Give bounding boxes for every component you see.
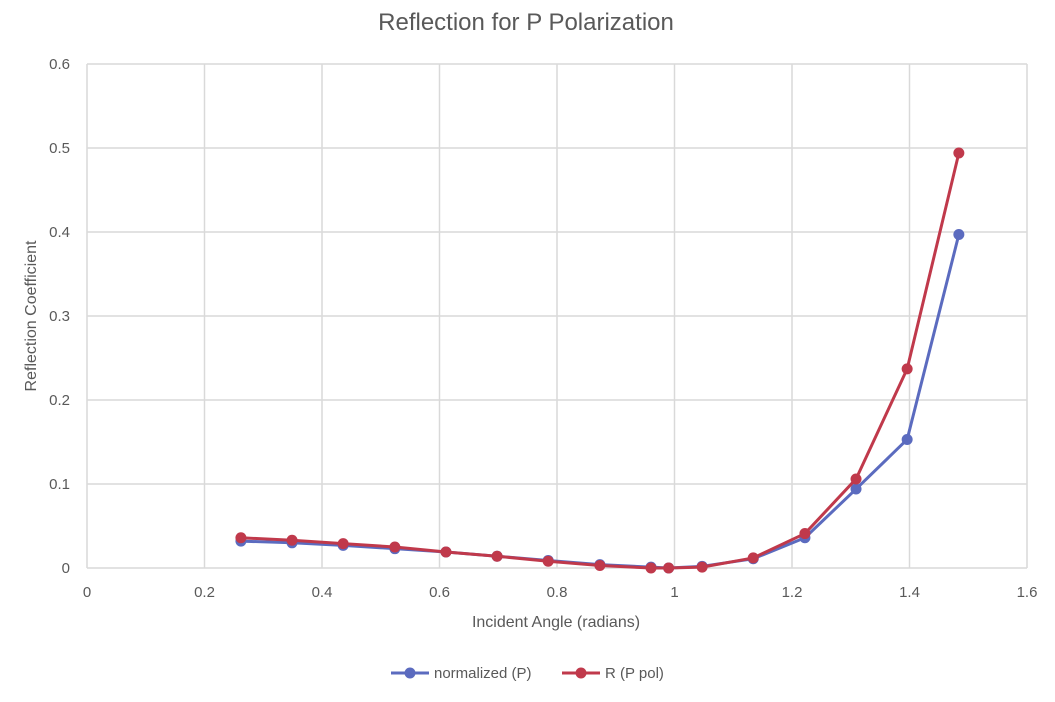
x-tick-label: 0 (83, 584, 91, 601)
x-tick-label: 1 (670, 584, 678, 601)
data-point (747, 552, 759, 564)
legend-marker (404, 667, 416, 679)
data-point (440, 546, 452, 558)
data-point (850, 483, 862, 495)
data-point (594, 559, 606, 571)
data-point (235, 532, 247, 544)
x-tick-label: 0.4 (312, 584, 333, 601)
y-tick-label: 0.5 (49, 140, 70, 157)
y-tick-label: 0.1 (49, 476, 70, 493)
tick-labels: 0 0.2 0.4 0.6 0.8 1 1.2 1.4 1.6 0 0.1 0.2 0.3 0.4 0.5 0… (49, 56, 1037, 601)
data-point (337, 538, 349, 550)
legend-label: R (P pol) (605, 665, 664, 682)
chart-title: Reflection for P Polarization (378, 9, 674, 36)
data-point (645, 562, 657, 574)
y-tick-label: 0.3 (49, 308, 70, 325)
series-line (240, 152, 961, 570)
y-tick-label: 0.4 (49, 224, 70, 241)
x-tick-label: 1.4 (899, 584, 920, 601)
data-point (901, 363, 913, 375)
y-tick-label: 0.6 (49, 56, 70, 73)
y-axis-label: Reflection Coefficient (23, 240, 40, 391)
x-tick-label: 0.6 (429, 584, 450, 601)
legend-item: R (P pol) (562, 665, 664, 682)
data-point (953, 229, 965, 241)
data-point (953, 147, 965, 159)
x-tick-label: 1.6 (1017, 584, 1038, 601)
x-tick-label: 1.2 (782, 584, 803, 601)
data-point (850, 473, 862, 485)
data-point (663, 562, 675, 574)
legend-label: normalized (P) (434, 665, 532, 682)
x-axis-label: Incident Angle (radians) (472, 614, 640, 631)
grid (86, 63, 1028, 569)
series-2 (235, 147, 965, 574)
data-point (901, 433, 913, 445)
y-tick-label: 0 (62, 560, 70, 577)
y-tick-label: 0.2 (49, 392, 70, 409)
data-point (286, 534, 298, 546)
legend-item: normalized (P) (391, 665, 532, 682)
data-point (696, 561, 708, 573)
series (235, 147, 965, 574)
x-tick-label: 0.8 (547, 584, 568, 601)
x-tick-label: 0.2 (194, 584, 215, 601)
data-point (389, 541, 401, 553)
data-point (799, 528, 811, 540)
legend-marker (575, 667, 587, 679)
data-point (491, 550, 503, 562)
data-point (542, 555, 554, 567)
legend: normalized (P) R (P pol) (391, 665, 664, 682)
